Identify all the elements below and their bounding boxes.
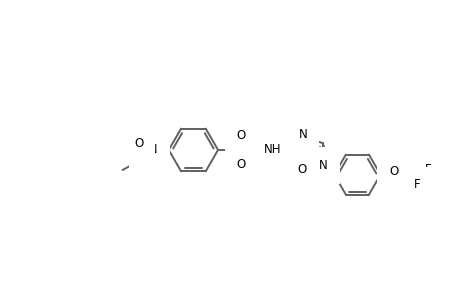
Text: O: O — [297, 164, 306, 176]
Text: F: F — [421, 154, 428, 166]
Text: O: O — [236, 158, 245, 171]
Text: N: N — [318, 159, 327, 172]
Text: F: F — [413, 178, 419, 191]
Text: NH: NH — [263, 143, 281, 157]
Text: S: S — [237, 143, 244, 157]
Text: O: O — [388, 165, 397, 178]
Text: O: O — [236, 129, 245, 142]
Text: N: N — [298, 128, 307, 141]
Text: F: F — [424, 163, 430, 176]
Text: HN: HN — [140, 143, 157, 157]
Text: O: O — [134, 137, 143, 150]
